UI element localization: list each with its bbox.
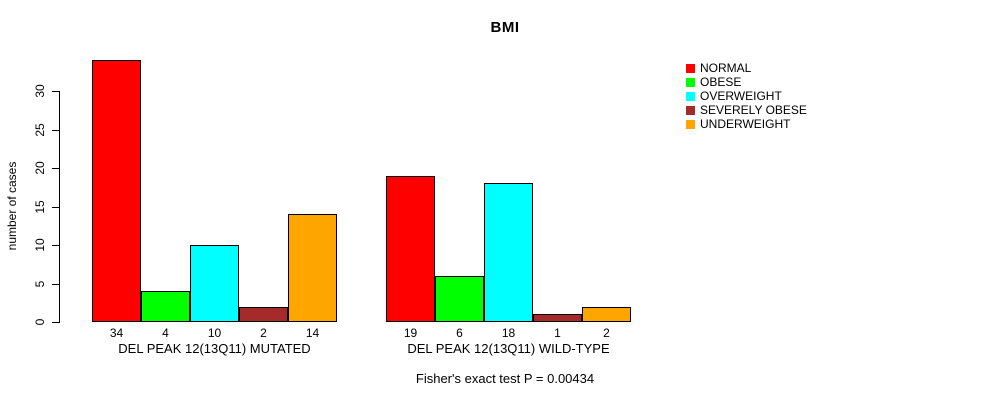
- y-axis-tick: [52, 322, 59, 323]
- legend-label: SEVERELY OBESE: [700, 103, 807, 117]
- legend-swatch-normal: [686, 63, 695, 73]
- bar-normal-wild-type: [386, 175, 435, 322]
- bar-obese-mutated: [141, 291, 190, 322]
- bar-value-label: 2: [603, 326, 610, 340]
- y-axis-tick-label: 15: [33, 199, 47, 214]
- y-axis-tick-label: 10: [33, 238, 47, 252]
- bar-value-label: 14: [305, 326, 320, 340]
- bar-overweight-wild-type: [484, 183, 533, 322]
- bar-underweight-mutated: [288, 214, 337, 322]
- legend-item-normal: NORMAL: [686, 61, 807, 75]
- legend-label: OBESE: [700, 75, 742, 89]
- y-axis-tick: [52, 91, 59, 92]
- legend-label: OVERWEIGHT: [700, 89, 782, 103]
- group-label: DEL PEAK 12(13Q11) WILD-TYPE: [407, 341, 610, 356]
- stat-annotation: Fisher's exact test P = 0.00434: [415, 371, 595, 386]
- bar-obese-wild-type: [435, 275, 484, 322]
- legend: NORMAL OBESE OVERWEIGHT SEVERELY OBESE UNDER…: [686, 61, 807, 131]
- legend-item-obese: OBESE: [686, 75, 807, 89]
- bar-overweight-mutated: [190, 245, 239, 322]
- legend-label: NORMAL: [700, 61, 752, 75]
- y-axis-tick-label: 5: [33, 280, 47, 287]
- chart-title: BMI: [490, 19, 520, 36]
- bar-value-label: 4: [162, 326, 169, 340]
- legend-swatch-overweight: [686, 91, 695, 101]
- bar-value-label: 19: [403, 326, 418, 340]
- legend-item-overweight: OVERWEIGHT: [686, 89, 807, 103]
- legend-item-underweight: UNDERWEIGHT: [686, 117, 807, 131]
- y-axis-tick: [52, 245, 59, 246]
- bar-value-label: 10: [207, 326, 222, 340]
- bar-severely-obese-mutated: [239, 306, 288, 322]
- y-axis-tick-label: 0: [33, 318, 47, 326]
- group-label: DEL PEAK 12(13Q11) MUTATED: [118, 341, 311, 356]
- bar-value-label: 18: [501, 326, 516, 340]
- y-axis-tick-label: 20: [33, 161, 47, 175]
- legend-swatch-obese: [686, 77, 695, 87]
- legend-swatch-underweight: [686, 119, 695, 129]
- bar-value-label: 1: [554, 326, 561, 340]
- bar-normal-mutated: [92, 60, 141, 322]
- y-axis-tick: [52, 283, 59, 285]
- y-axis-tick: [52, 206, 59, 208]
- y-axis-tick: [52, 168, 59, 169]
- legend-swatch-severely-obese: [686, 105, 695, 115]
- bar-value-label: 2: [260, 326, 267, 340]
- bar-severely-obese-wild-type: [533, 314, 582, 322]
- y-axis-line: [59, 91, 60, 323]
- legend-label: UNDERWEIGHT: [700, 117, 791, 131]
- bar-value-label: 34: [109, 326, 124, 340]
- legend-item-severely-obese: SEVERELY OBESE: [686, 103, 807, 117]
- y-axis-tick: [52, 129, 59, 131]
- y-axis-tick-label: 30: [33, 84, 47, 98]
- bar-value-label: 6: [456, 326, 463, 340]
- bar-underweight-wild-type: [582, 306, 631, 322]
- y-axis-tick-label: 25: [33, 122, 47, 137]
